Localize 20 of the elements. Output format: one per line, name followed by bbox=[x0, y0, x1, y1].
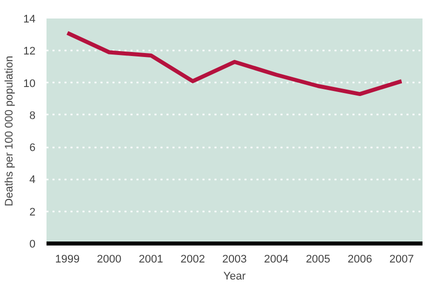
y-tick-label: 2 bbox=[29, 206, 36, 218]
x-tick-label: 2004 bbox=[264, 254, 289, 266]
x-axis-title: Year bbox=[223, 270, 246, 282]
y-tick-label: 8 bbox=[29, 110, 36, 122]
y-tick-label: 4 bbox=[29, 174, 36, 186]
y-tick-label: 6 bbox=[29, 142, 36, 154]
x-tick-label: 2007 bbox=[389, 254, 414, 266]
x-tick-label: 2002 bbox=[180, 254, 205, 266]
x-tick-label: 1999 bbox=[55, 254, 80, 266]
y-tick-label: 0 bbox=[29, 238, 36, 250]
x-tick-label: 2006 bbox=[348, 254, 372, 266]
y-axis-title: Deaths per 100 000 population bbox=[3, 56, 16, 206]
x-tick-label: 2005 bbox=[306, 254, 330, 266]
x-tick-label: 2003 bbox=[222, 254, 247, 266]
y-tick-label: 12 bbox=[23, 46, 36, 58]
line-series bbox=[65, 30, 404, 96]
x-tick-label: 2000 bbox=[96, 254, 122, 266]
x-tick-label: 2001 bbox=[138, 254, 164, 266]
y-tick-label: 10 bbox=[23, 78, 36, 90]
y-tick-label: 14 bbox=[23, 14, 36, 26]
